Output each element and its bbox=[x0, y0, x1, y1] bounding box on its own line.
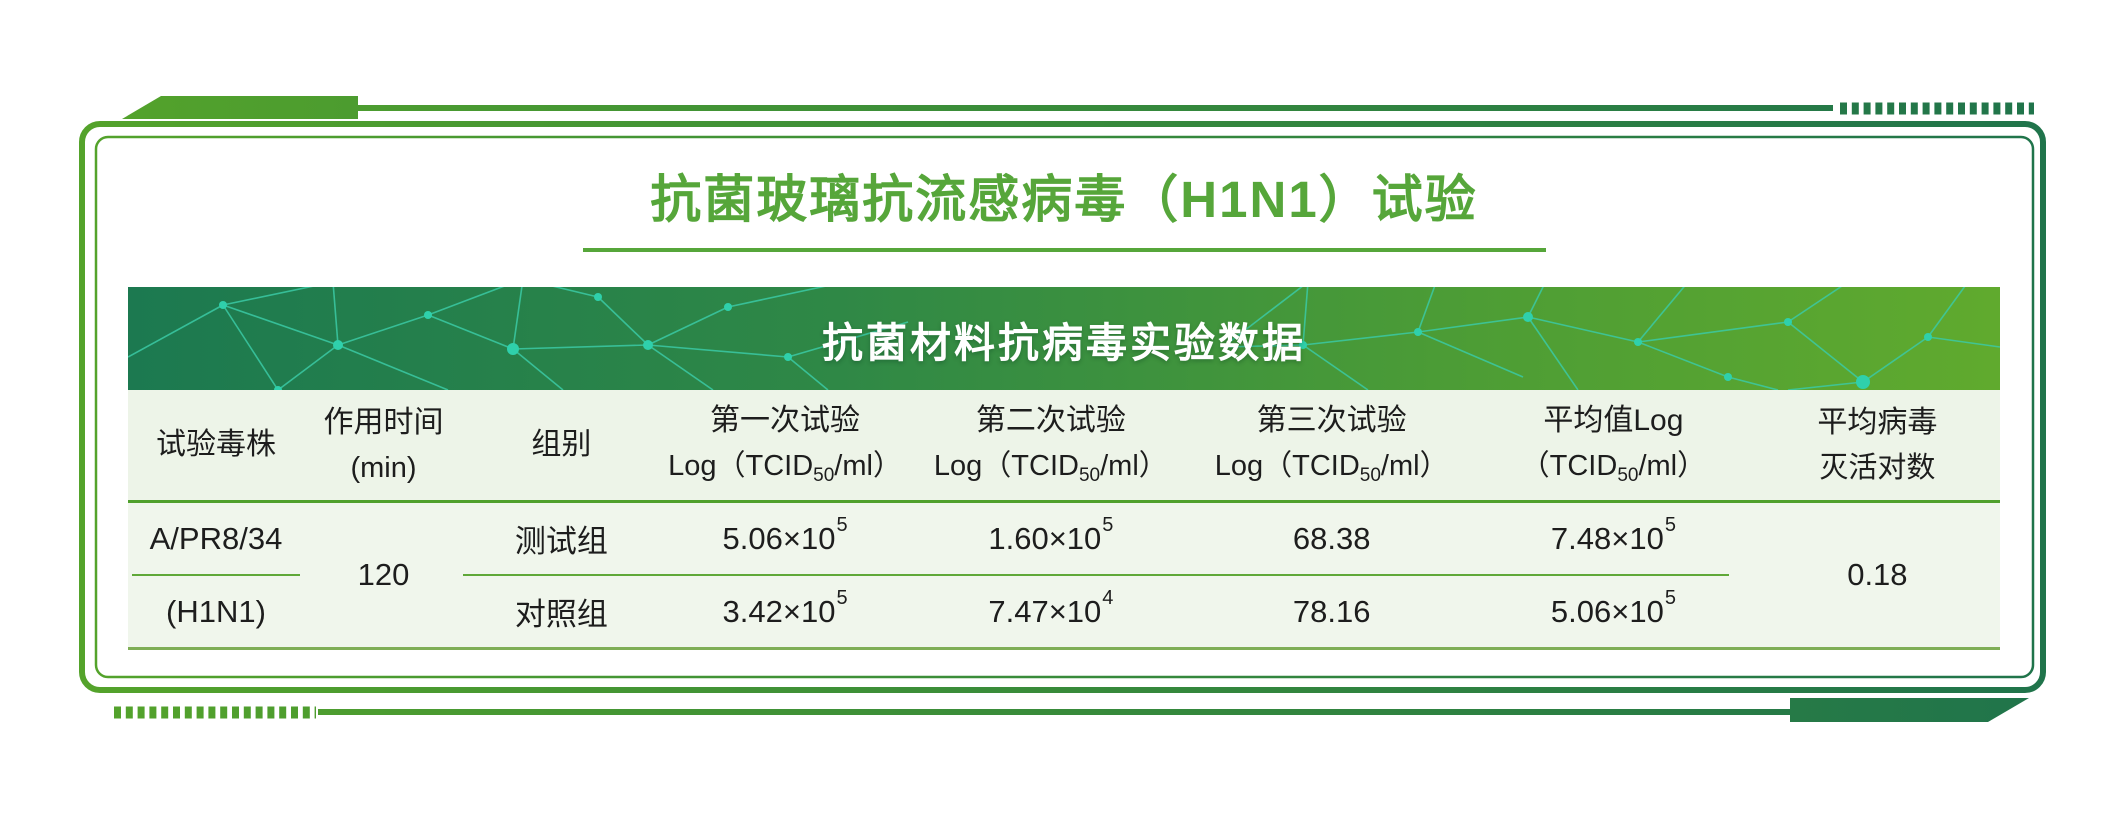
header-time: 作用时间 (min) bbox=[323, 405, 444, 484]
table-header-row: 试验毒株 作用时间 (min) 组别 第一次试验 Log（TCID50/ml） … bbox=[128, 390, 2000, 503]
corner-accent-bottom-right bbox=[1790, 698, 2029, 722]
header-average: 平均值Log （TCID50/ml） bbox=[1520, 403, 1707, 486]
frame-outer-border bbox=[79, 121, 2046, 693]
header-inactivation: 平均病毒 灭活对数 bbox=[1817, 405, 1938, 484]
header-group: 组别 bbox=[531, 428, 592, 461]
cell-average-row2: 5.06×10 5 bbox=[1550, 587, 1676, 629]
header-test1: 第一次试验 Log（TCID50/ml） bbox=[668, 403, 902, 486]
cell-group-test: 测试组 bbox=[514, 524, 608, 559]
cell-test3-row2: 78.16 bbox=[1292, 593, 1371, 629]
corner-accent-top-left bbox=[122, 96, 358, 119]
table-banner: 抗菌材料抗病毒实验数据 bbox=[128, 287, 2000, 390]
cell-test1-row1: 5.06×10 5 bbox=[722, 514, 848, 556]
cell-test2-row2: 7.47×10 4 bbox=[988, 587, 1114, 629]
cell-test2-row1: 1.60×10 5 bbox=[988, 514, 1114, 556]
cell-inactivation-log: 0.18 bbox=[1847, 557, 1908, 592]
cell-strain-name: A/PR8/34 bbox=[149, 520, 283, 556]
page-title: 抗菌玻璃抗流感病毒（H1N1）试验 bbox=[650, 171, 1478, 228]
cell-strain-subtype: (H1N1) bbox=[166, 593, 266, 629]
top-accent-line bbox=[356, 105, 1833, 111]
cell-test3-row1: 68.38 bbox=[1292, 520, 1371, 556]
banner-title: 抗菌材料抗病毒实验数据 bbox=[822, 319, 1306, 366]
banner-plexus-decoration bbox=[128, 287, 2000, 390]
header-test2: 第二次试验 Log（TCID50/ml） bbox=[933, 403, 1168, 486]
title-underline bbox=[582, 248, 1546, 252]
bottom-accent-line bbox=[318, 709, 1792, 715]
header-test3: 第三次试验 Log（TCID50/ml） bbox=[1214, 403, 1449, 486]
cell-test1-row2: 3.42×10 5 bbox=[722, 587, 848, 629]
frame-inner-border bbox=[94, 135, 2035, 679]
table-body: A/PR8/34 (H1N1) 120 测试组 对照组 5.06×10 5 3.4… bbox=[128, 503, 2000, 650]
row-separator-main bbox=[463, 574, 1729, 576]
cell-contact-time: 120 bbox=[357, 557, 410, 592]
experiment-data-table: 试验毒株 作用时间 (min) 组别 第一次试验 Log（TCID50/ml） … bbox=[128, 390, 2000, 650]
cell-group-control: 对照组 bbox=[514, 597, 608, 632]
title-block: 抗菌玻璃抗流感病毒（H1N1）试验 bbox=[0, 158, 2128, 252]
header-strain: 试验毒株 bbox=[155, 428, 276, 461]
cell-average-row1: 7.48×10 5 bbox=[1550, 514, 1676, 556]
row-separator-strain bbox=[131, 574, 301, 576]
